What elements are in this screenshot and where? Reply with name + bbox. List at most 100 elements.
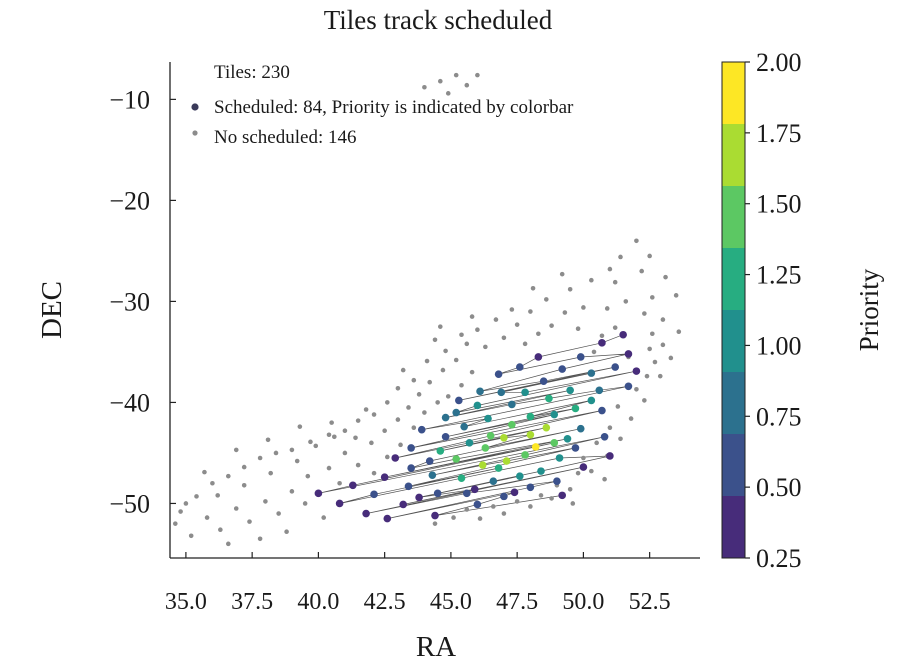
scheduled-tile-point bbox=[436, 447, 445, 455]
unscheduled-tile-point bbox=[305, 473, 311, 479]
x-tick-label: 52.5 bbox=[629, 589, 671, 615]
scheduled-tile-point bbox=[542, 423, 551, 432]
scheduled-tile-point bbox=[595, 386, 604, 395]
scheduled-tile-point bbox=[441, 413, 450, 422]
unscheduled-tile-point bbox=[642, 311, 647, 316]
scheduled-tile-point bbox=[362, 509, 370, 518]
unscheduled-tile-point bbox=[416, 392, 422, 397]
unscheduled-tile-point bbox=[400, 367, 406, 373]
unscheduled-tile-point bbox=[241, 482, 247, 488]
colorbar-tick-label: 1.50 bbox=[756, 190, 802, 219]
unscheduled-tile-point bbox=[257, 455, 263, 461]
unscheduled-tile-point bbox=[589, 277, 594, 283]
scheduled-tile-point bbox=[508, 400, 516, 409]
unscheduled-tile-point bbox=[438, 78, 443, 84]
y-tick-label: −40 bbox=[109, 388, 150, 417]
scheduled-tile-point bbox=[508, 420, 516, 429]
unscheduled-tile-point bbox=[657, 373, 663, 379]
y-tick-label: −30 bbox=[109, 287, 150, 316]
unscheduled-tile-point bbox=[355, 418, 361, 423]
scheduled-tile-point bbox=[391, 454, 400, 462]
unscheduled-tile-point bbox=[382, 428, 387, 434]
scheduled-tile-point bbox=[473, 500, 482, 509]
unscheduled-tile-point bbox=[445, 394, 451, 399]
legend-marker-scheduled bbox=[191, 103, 199, 111]
unscheduled-tile-point bbox=[427, 379, 433, 385]
scheduled-tile-point bbox=[598, 339, 606, 347]
unscheduled-tile-point bbox=[544, 297, 549, 302]
scheduled-tile-point bbox=[576, 353, 585, 361]
unscheduled-tile-point bbox=[178, 509, 183, 514]
scheduled-tile-point bbox=[497, 388, 506, 397]
unscheduled-tile-point bbox=[289, 447, 295, 453]
colorbar-tick-label: 1.25 bbox=[756, 261, 802, 290]
unscheduled-tile-point bbox=[581, 305, 586, 310]
unscheduled-tile-point bbox=[599, 333, 605, 339]
unscheduled-tile-point bbox=[491, 504, 496, 509]
unscheduled-tile-point bbox=[514, 322, 520, 327]
scheduled-tile-point bbox=[500, 433, 508, 442]
unscheduled-tile-point bbox=[647, 346, 652, 352]
unscheduled-tile-point bbox=[644, 373, 650, 379]
scheduled-tile-point bbox=[576, 424, 585, 433]
colorbar-band bbox=[722, 310, 745, 372]
scheduled-tile-point bbox=[484, 414, 492, 423]
scheduled-tile-point bbox=[534, 353, 543, 361]
x-tick-label: 45.0 bbox=[430, 589, 472, 615]
unscheduled-tile-point bbox=[385, 400, 390, 405]
unscheduled-tile-point bbox=[652, 359, 658, 365]
y-ticks: −10 −20 −30 −40 −50 bbox=[109, 85, 176, 518]
x-axis-label: RA bbox=[416, 631, 456, 663]
colorbar-band bbox=[722, 248, 745, 310]
unscheduled-tile-point bbox=[549, 323, 554, 328]
unscheduled-tile-point bbox=[435, 400, 440, 405]
scheduled-tile-point bbox=[555, 454, 564, 462]
unscheduled-tile-point bbox=[628, 416, 634, 421]
unscheduled-tile-point bbox=[395, 417, 401, 422]
x-tick-label: 50.0 bbox=[562, 589, 604, 615]
unscheduled-tile-point bbox=[581, 455, 586, 461]
scheduled-tile-point bbox=[563, 434, 572, 443]
unscheduled-tile-point bbox=[530, 285, 536, 291]
unscheduled-tile-point bbox=[634, 386, 639, 392]
colorbar-frame bbox=[721, 61, 746, 559]
unscheduled-tile-point bbox=[411, 425, 417, 430]
scheduled-tile-point bbox=[619, 330, 627, 339]
scheduled-tile-point bbox=[455, 396, 463, 405]
scheduled-tile-point bbox=[431, 511, 439, 520]
unscheduled-tile-point bbox=[607, 266, 613, 272]
unscheduled-tile-point bbox=[591, 349, 597, 355]
x-tick-label: 37.5 bbox=[231, 589, 273, 615]
scheduled-tile-point bbox=[558, 365, 566, 373]
chart-title: Tiles track scheduled bbox=[324, 5, 553, 35]
unscheduled-tile-point bbox=[353, 435, 358, 441]
unscheduled-tile-point bbox=[477, 516, 483, 521]
unscheduled-tile-point bbox=[233, 506, 239, 511]
scheduled-tile-point bbox=[624, 382, 633, 391]
unscheduled-tile-point bbox=[332, 434, 337, 440]
unscheduled-tile-point bbox=[342, 428, 348, 434]
unscheduled-tile-point bbox=[464, 82, 470, 88]
unscheduled-tile-point bbox=[443, 348, 448, 354]
unscheduled-tile-point bbox=[607, 425, 613, 430]
colorbar-bands bbox=[722, 62, 745, 558]
scheduled-tile-point bbox=[428, 471, 437, 479]
scheduled-tile-point bbox=[457, 474, 466, 482]
unscheduled-tile-point bbox=[660, 342, 666, 348]
plot-area: 35.0 37.5 40.0 42.5 45.0 47.5 50.0 52.5 −10−20−… bbox=[109, 62, 700, 615]
unscheduled-tile-point bbox=[650, 295, 655, 300]
scheduled-tile-point bbox=[370, 490, 378, 499]
scheduled-tile-point bbox=[473, 401, 482, 410]
unscheduled-tile-point bbox=[422, 410, 427, 415]
unscheduled-tile-point bbox=[268, 470, 274, 476]
unscheduled-tile-point bbox=[183, 501, 189, 506]
unscheduled-tile-point bbox=[639, 268, 644, 274]
unscheduled-tile-point bbox=[194, 494, 199, 499]
unscheduled-tile-point bbox=[371, 470, 377, 476]
unscheduled-tile-point bbox=[453, 357, 459, 363]
scheduled-tile-point bbox=[606, 452, 614, 460]
scheduled-tile-point bbox=[553, 477, 561, 486]
unscheduled-tile-point bbox=[483, 344, 488, 350]
y-tick-label: −50 bbox=[109, 489, 150, 518]
scheduled-tile-point bbox=[516, 472, 524, 480]
